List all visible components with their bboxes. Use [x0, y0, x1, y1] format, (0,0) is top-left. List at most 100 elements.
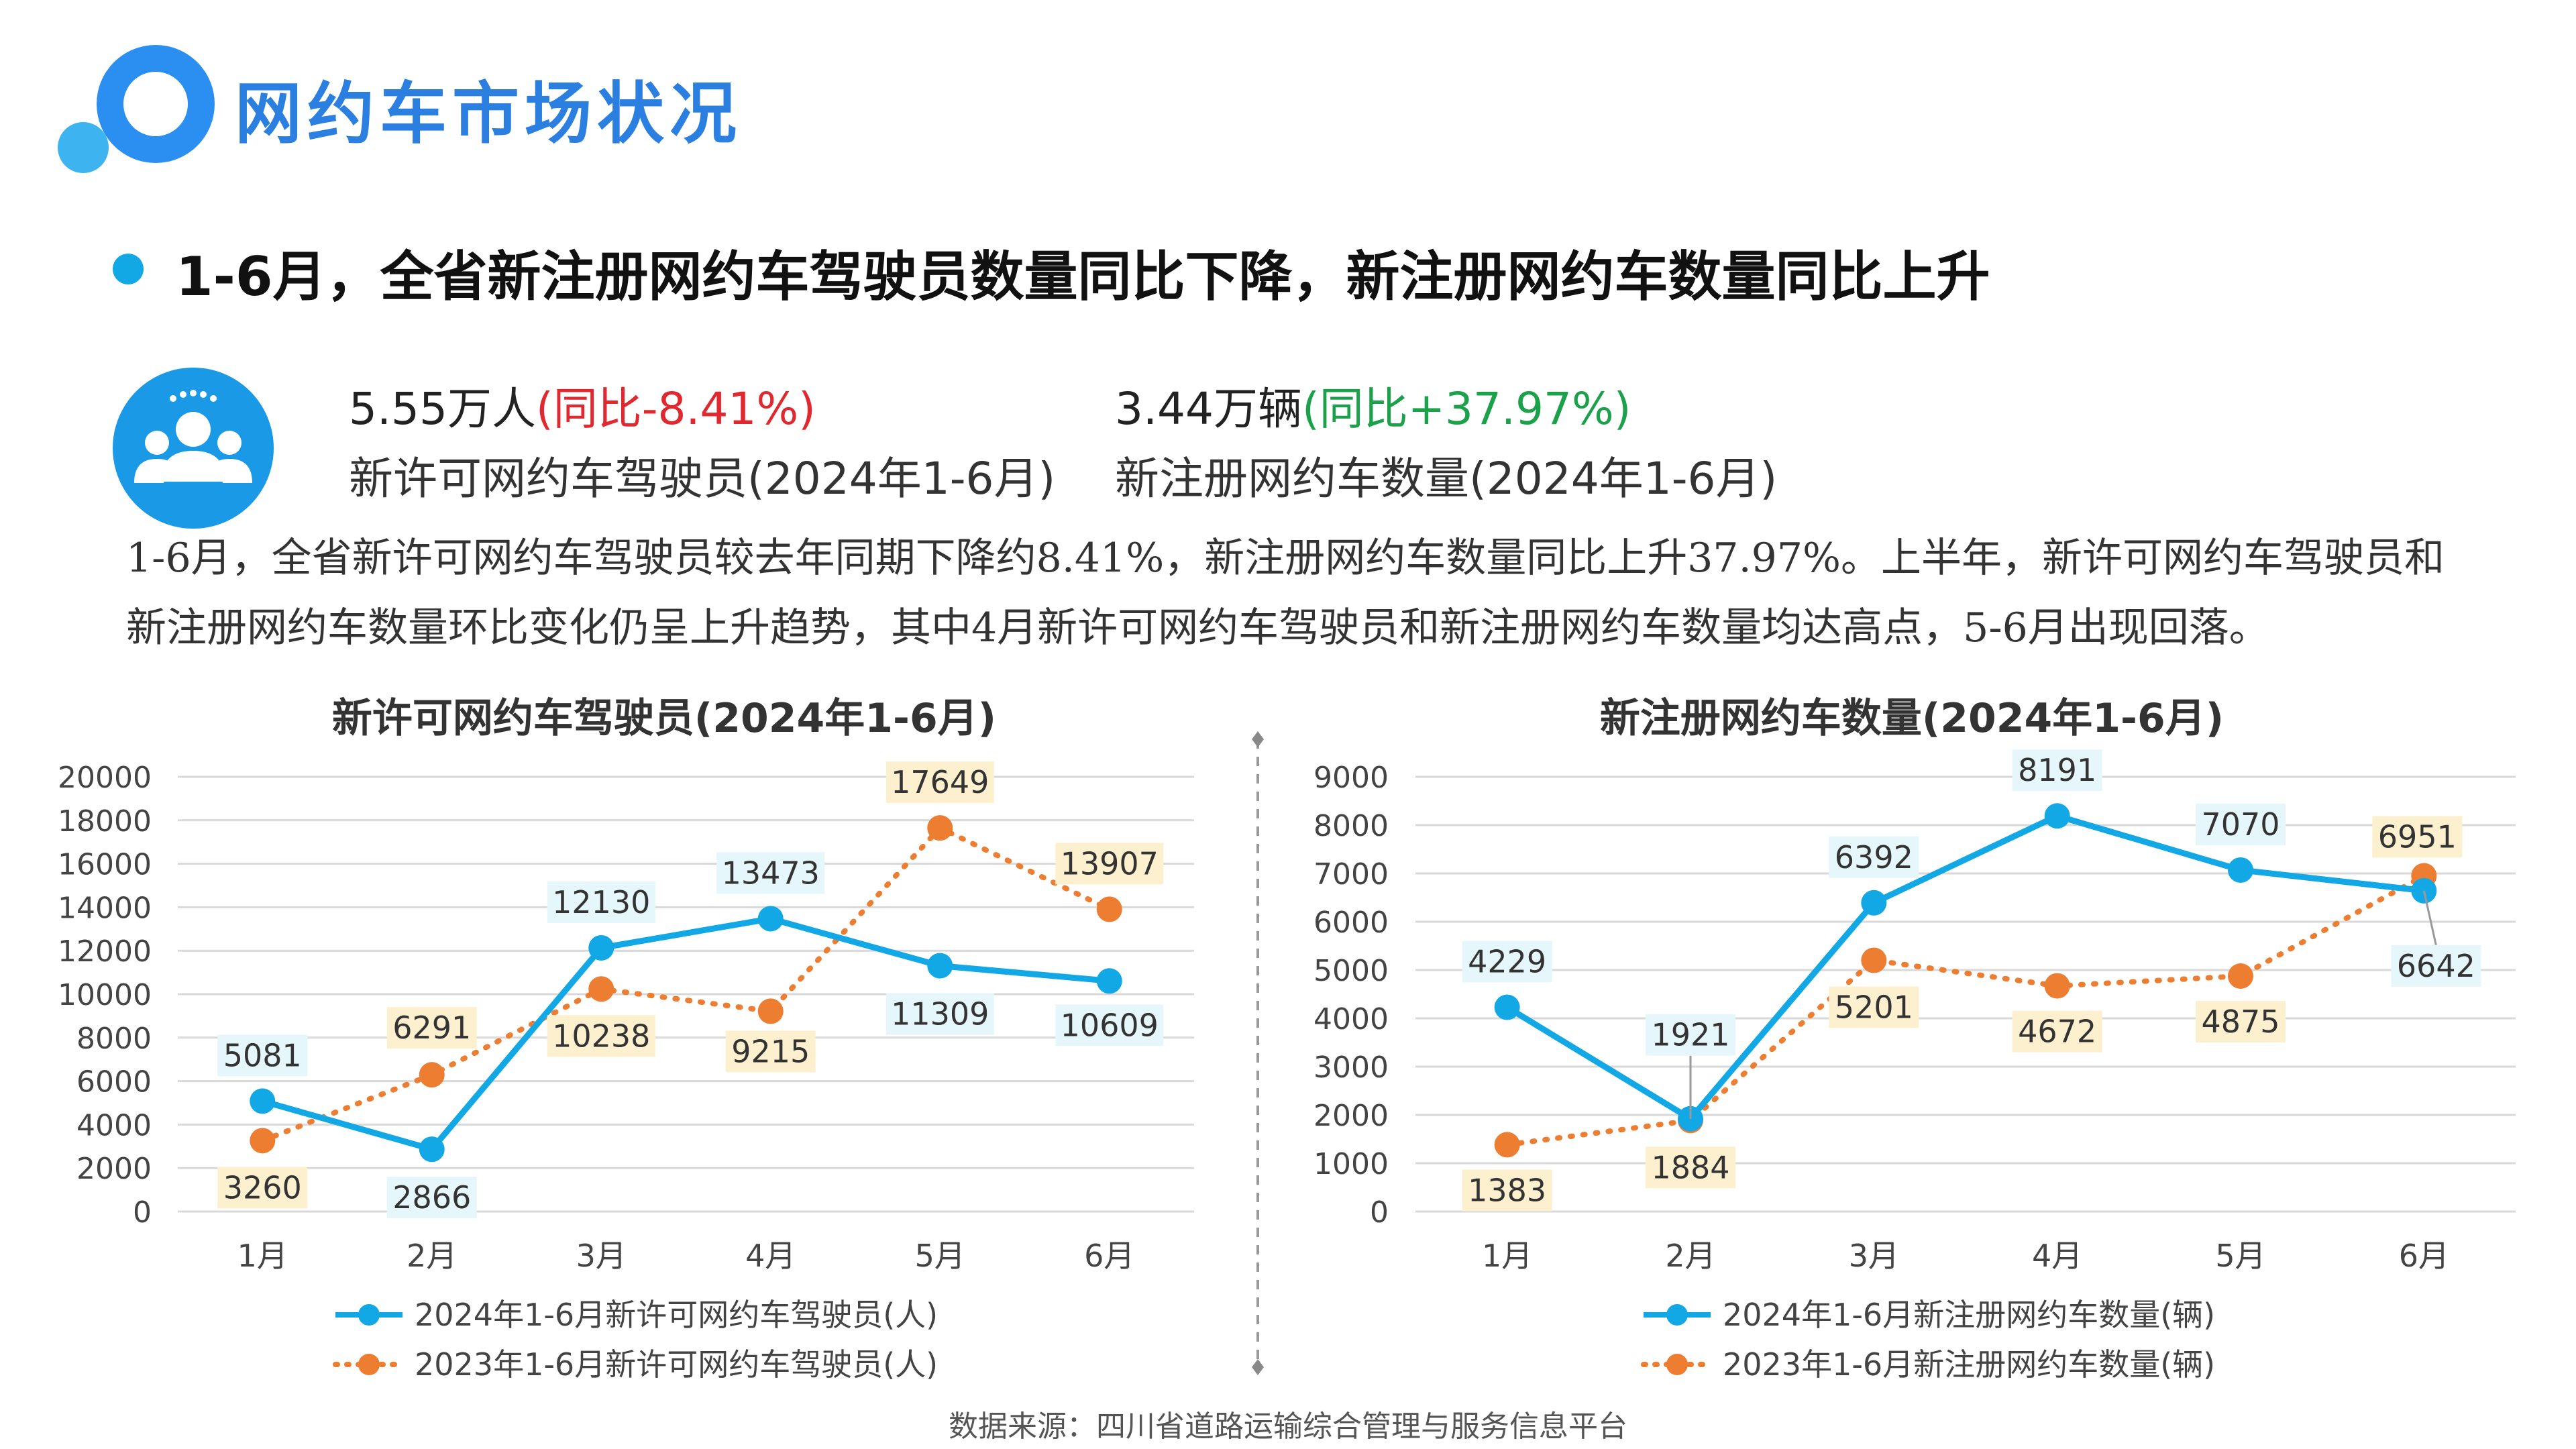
- data-label-bg: [1829, 986, 1919, 1028]
- series-line-1: [1504, 873, 2427, 1148]
- data-label-bg: [1646, 1014, 1735, 1056]
- data-label-s0-3: 8191: [2018, 752, 2096, 788]
- x-tick-label-5: 6月: [2399, 1238, 2449, 1274]
- series-1-point-2: [1861, 947, 1887, 973]
- data-label-bg: [725, 1030, 816, 1073]
- data-label-bg: [1829, 836, 1919, 878]
- legend-marker-0: [1666, 1304, 1688, 1326]
- y-tick-label-6: 6000: [1313, 906, 1389, 940]
- data-label-bg: [547, 1015, 655, 1057]
- legend-label-1: 2023年1-6月新许可网约车驾驶员(人): [415, 1346, 938, 1383]
- data-label-s1-2: 5201: [1835, 989, 1913, 1026]
- data-label-s1-3: 9215: [731, 1033, 810, 1069]
- data-label-s0-1: 1921: [1651, 1017, 1729, 1053]
- data-label-s1-1: 1884: [1651, 1149, 1729, 1185]
- series-0-point-2: [588, 934, 614, 961]
- stat-right-change: (同比+37.97%): [1301, 383, 1631, 435]
- y-tick-label-7: 14000: [58, 891, 152, 925]
- data-label-bg: [716, 852, 825, 894]
- y-tick-label-10: 20000: [58, 761, 152, 795]
- data-label-s1-4: 17649: [891, 764, 989, 800]
- data-source: 数据来源：四川省道路运输综合管理与服务信息平台: [949, 1409, 1627, 1444]
- leader-line: [2422, 890, 2437, 946]
- data-label-s0-2: 12130: [552, 884, 650, 920]
- stat-right-value-line: 3.44万辆(同比+37.97%): [1115, 373, 1631, 437]
- y-tick-label-8: 8000: [1313, 809, 1389, 843]
- data-label-bg: [1055, 1004, 1164, 1046]
- data-label-s1-4: 4875: [2201, 1004, 2279, 1040]
- data-label-s0-1: 2866: [392, 1179, 471, 1216]
- data-label-bg: [885, 993, 994, 1035]
- stat-right-label: 新注册网约车数量(2024年1-6月): [1115, 453, 1778, 504]
- series-0-point-2: [1861, 890, 1887, 916]
- x-tick-label-2: 3月: [576, 1238, 627, 1274]
- series-0-point-1: [419, 1136, 445, 1163]
- data-label-bg: [547, 881, 655, 923]
- data-label-s1-0: 1383: [1468, 1172, 1546, 1208]
- headline-bullet-icon: [113, 254, 144, 284]
- data-label-bg: [2372, 816, 2463, 858]
- legend-marker-1: [1666, 1354, 1688, 1375]
- chart-left-title: 新许可网约车驾驶员(2024年1-6月): [331, 695, 997, 742]
- series-1-point-4: [927, 815, 953, 841]
- legend-marker-1: [358, 1354, 380, 1375]
- data-label-s0-0: 4229: [1468, 944, 1546, 980]
- y-tick-label-7: 7000: [1313, 857, 1389, 892]
- data-label-bg: [1462, 1169, 1552, 1212]
- data-label-s1-1: 6291: [392, 1010, 471, 1046]
- series-0-point-3: [757, 906, 784, 932]
- data-label-bg: [2196, 803, 2286, 845]
- y-tick-label-2: 4000: [76, 1108, 152, 1142]
- y-tick-label-0: 0: [133, 1195, 152, 1230]
- data-label-bg: [217, 1167, 308, 1209]
- series-1-point-3: [2044, 973, 2070, 999]
- data-label-s1-2: 10238: [552, 1018, 650, 1054]
- x-tick-label-1: 2月: [1665, 1238, 1715, 1274]
- series-0-point-5: [1096, 968, 1122, 994]
- x-tick-label-4: 5月: [2215, 1238, 2265, 1274]
- y-tick-label-5: 5000: [1313, 954, 1389, 988]
- series-1-point-4: [2228, 963, 2253, 989]
- series-1-point-1: [419, 1062, 445, 1088]
- x-tick-label-0: 1月: [237, 1238, 288, 1274]
- data-label-s1-0: 3260: [223, 1169, 302, 1205]
- y-tick-label-3: 6000: [76, 1065, 152, 1099]
- data-label-s0-4: 7070: [2201, 806, 2279, 843]
- y-tick-label-3: 3000: [1313, 1051, 1389, 1085]
- data-label-s0-4: 11309: [891, 996, 989, 1032]
- data-label-s0-5: 6642: [2397, 948, 2475, 984]
- series-0-point-0: [1494, 994, 1520, 1020]
- data-label-bg: [1646, 1146, 1735, 1189]
- data-label-s0-2: 6392: [1835, 839, 1913, 875]
- summary-paragraph: 1-6月，全省新许可网约车驾驶员较去年同期下降约8.41%，新注册网约车数量同比…: [126, 535, 2445, 651]
- x-tick-label-5: 6月: [1084, 1238, 1134, 1274]
- y-tick-label-8: 16000: [58, 848, 152, 882]
- stat-left-value-line: 5.55万人(同比-8.41%): [349, 373, 816, 437]
- data-label-bg: [386, 1177, 477, 1219]
- y-tick-label-9: 9000: [1313, 761, 1389, 795]
- series-1-point-0: [250, 1128, 276, 1154]
- y-tick-label-1: 1000: [1313, 1147, 1389, 1181]
- y-tick-label-6: 12000: [58, 934, 152, 969]
- data-label-bg: [1462, 941, 1552, 983]
- y-tick-label-0: 0: [1370, 1195, 1389, 1230]
- series-line-0: [1505, 812, 2424, 1122]
- legend-label-0: 2024年1-6月新注册网约车数量(辆): [1723, 1297, 2215, 1333]
- stat-left-label: 新许可网约车驾驶员(2024年1-6月): [349, 453, 1056, 504]
- data-label-bg: [2196, 1001, 2286, 1042]
- y-tick-label-2: 2000: [1313, 1099, 1389, 1133]
- series-1-point-2: [588, 976, 614, 1002]
- data-label-bg: [1055, 843, 1164, 885]
- chart-divider: [1252, 731, 1264, 1375]
- series-0-point-0: [250, 1088, 276, 1114]
- y-tick-label-4: 4000: [1313, 1002, 1389, 1036]
- series-1-point-3: [757, 998, 784, 1024]
- data-label-bg: [386, 1007, 477, 1049]
- series-0-point-3: [2044, 803, 2070, 829]
- series-line-1: [260, 825, 1112, 1144]
- series-1-point-5: [1096, 896, 1122, 922]
- legend-marker-0: [358, 1304, 380, 1326]
- data-label-bg: [2391, 945, 2481, 987]
